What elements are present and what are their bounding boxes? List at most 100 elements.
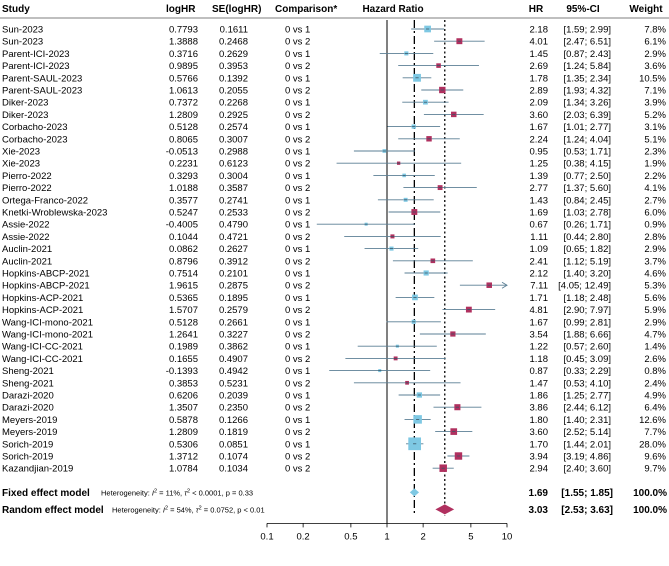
- heterogeneity-text: Heterogeneity: I2 = 54%, τ2 = 0.0752, p …: [112, 505, 265, 514]
- weight-value: 1.9%: [644, 159, 666, 170]
- ci-value: [1.93; 4.32]: [563, 86, 611, 97]
- hr-value: 2.77: [530, 183, 549, 194]
- study-name: Darazi-2020: [2, 403, 54, 414]
- study-name: Corbacho-2023: [2, 134, 68, 145]
- ci-value: [0.87; 2.43]: [563, 49, 611, 60]
- hr-value: 1.78: [530, 73, 549, 84]
- se-value: 0.2055: [219, 86, 248, 97]
- weight-value: 5.1%: [644, 134, 666, 145]
- se-value: 0.1266: [219, 415, 248, 426]
- summary-label: Fixed effect model: [2, 488, 90, 499]
- header-weight: Weight: [629, 4, 663, 15]
- weight-value: 28.0%: [639, 439, 666, 450]
- hr-value: 1.25: [530, 159, 549, 170]
- summary-hr-value: 1.69: [529, 488, 549, 499]
- weight-value: 7.7%: [644, 427, 666, 438]
- heterogeneity-het-i2: I: [163, 505, 165, 514]
- ci-value: [0.53; 1.71]: [563, 147, 611, 158]
- ci-value: [1.25; 2.77]: [563, 391, 611, 402]
- se-value: 0.4721: [219, 232, 248, 243]
- study-name: Hopkins-ABCP-2021: [2, 281, 90, 292]
- weight-value: 0.9%: [644, 220, 666, 231]
- heterogeneity-het-i2_val: = 54%,: [168, 505, 196, 514]
- comparison-value: 0 vs 1: [285, 269, 310, 280]
- hr-value: 2.12: [530, 269, 549, 280]
- summary-weight-value: 100.0%: [633, 488, 667, 499]
- comparison-value: 0 vs 1: [285, 317, 310, 328]
- comparison-value: 0 vs 1: [285, 195, 310, 206]
- study-name: Assie-2022: [2, 232, 50, 243]
- loghr-value: 0.5128: [169, 122, 198, 133]
- loghr-value: 1.2809: [169, 427, 198, 438]
- se-value: 0.3953: [219, 61, 248, 72]
- loghr-value: 0.5128: [169, 317, 198, 328]
- ci-value: [4.05; 12.49]: [558, 281, 611, 292]
- weight-value: 2.2%: [644, 171, 666, 182]
- weight-value: 12.6%: [639, 415, 666, 426]
- study-name: Wang-ICI-CC-2021: [2, 354, 83, 365]
- ci-value: [1.88; 6.66]: [563, 330, 611, 341]
- comparison-value: 0 vs 2: [285, 86, 310, 97]
- ci-value: [1.01; 2.77]: [563, 122, 611, 133]
- heterogeneity-het-prefix: Heterogeneity:: [101, 488, 152, 497]
- weight-value: 3.9%: [644, 98, 666, 109]
- study-name: Parent-ICI-2023: [2, 49, 70, 60]
- loghr-value: 1.3888: [169, 37, 198, 48]
- superscript-two: 2: [199, 505, 202, 511]
- study-name: Wang-ICI-mono-2021: [2, 317, 93, 328]
- hr-value: 1.67: [530, 122, 549, 133]
- x-axis: 0.1 0.2 0.5 1 2 5 10: [260, 523, 512, 542]
- loghr-value: 0.1989: [169, 342, 198, 353]
- study-name: Sheng-2021: [2, 378, 54, 389]
- comparison-value: 0 vs 1: [285, 73, 310, 84]
- comparison-value: 0 vs 2: [285, 159, 310, 170]
- loghr-value: 1.3712: [169, 452, 198, 463]
- study-name: Sorich-2019: [2, 439, 53, 450]
- weight-value: 6.4%: [644, 403, 666, 414]
- hr-value: 1.09: [530, 244, 549, 255]
- hr-value: 1.86: [530, 391, 549, 402]
- header-study: Study: [2, 4, 30, 15]
- study-name: Xie-2023: [2, 159, 40, 170]
- heterogeneity-text: Heterogeneity: I2 = 11%, τ2 < 0.0001, p …: [101, 488, 253, 497]
- ci-value: [1.24; 5.84]: [563, 61, 611, 72]
- study-name: Ortega-Franco-2022: [2, 195, 88, 206]
- heterogeneity-het-tau_val: < 0.0001, p = 0.33: [190, 488, 253, 497]
- se-value: 0.2350: [219, 403, 248, 414]
- se-value: 0.2661: [219, 317, 248, 328]
- superscript-two: 2: [187, 488, 190, 494]
- weight-value: 6.0%: [644, 208, 666, 219]
- hr-value: 3.54: [530, 330, 549, 341]
- weight-value: 2.3%: [644, 147, 666, 158]
- comparison-value: 0 vs 1: [285, 171, 310, 182]
- study-name: Parent-ICI-2023: [2, 61, 70, 72]
- study-name: Sheng-2021: [2, 366, 54, 377]
- comparison-value: 0 vs 1: [285, 122, 310, 133]
- weight-value: 2.6%: [644, 354, 666, 365]
- summary-rows: Fixed effect model Heterogeneity: I2 = 11…: [2, 488, 667, 516]
- se-value: 0.3007: [219, 134, 248, 145]
- loghr-value: 0.8796: [169, 256, 198, 267]
- ci-value: [0.44; 2.80]: [563, 232, 611, 243]
- heterogeneity-het-prefix: Heterogeneity:: [112, 505, 163, 514]
- se-value: 0.2875: [219, 281, 248, 292]
- se-value: 0.2468: [219, 37, 248, 48]
- comparison-value: 0 vs 1: [285, 415, 310, 426]
- study-name: Hopkins-ACP-2021: [2, 305, 83, 316]
- hr-value: 1.11: [530, 232, 548, 243]
- comparison-value: 0 vs 2: [285, 305, 310, 316]
- summary-label: Random effect model: [2, 505, 104, 516]
- study-name: Wang-ICI-CC-2021: [2, 342, 83, 353]
- loghr-value: 0.5247: [169, 208, 198, 219]
- study-name: Knetki-Wroblewska-2023: [2, 208, 107, 219]
- header-row: Study logHR SE(logHR) Comparison* Hazard…: [2, 4, 663, 15]
- weight-value: 10.5%: [639, 73, 666, 84]
- comparison-value: 0 vs 1: [285, 49, 310, 60]
- ci-value: [1.40; 2.31]: [563, 415, 611, 426]
- comparison-value: 0 vs 1: [285, 98, 310, 109]
- comparison-value: 0 vs 2: [285, 452, 310, 463]
- hr-value: 2.09: [530, 98, 549, 109]
- comparison-value: 0 vs 2: [285, 208, 310, 219]
- comparison-value: 0 vs 2: [285, 354, 310, 365]
